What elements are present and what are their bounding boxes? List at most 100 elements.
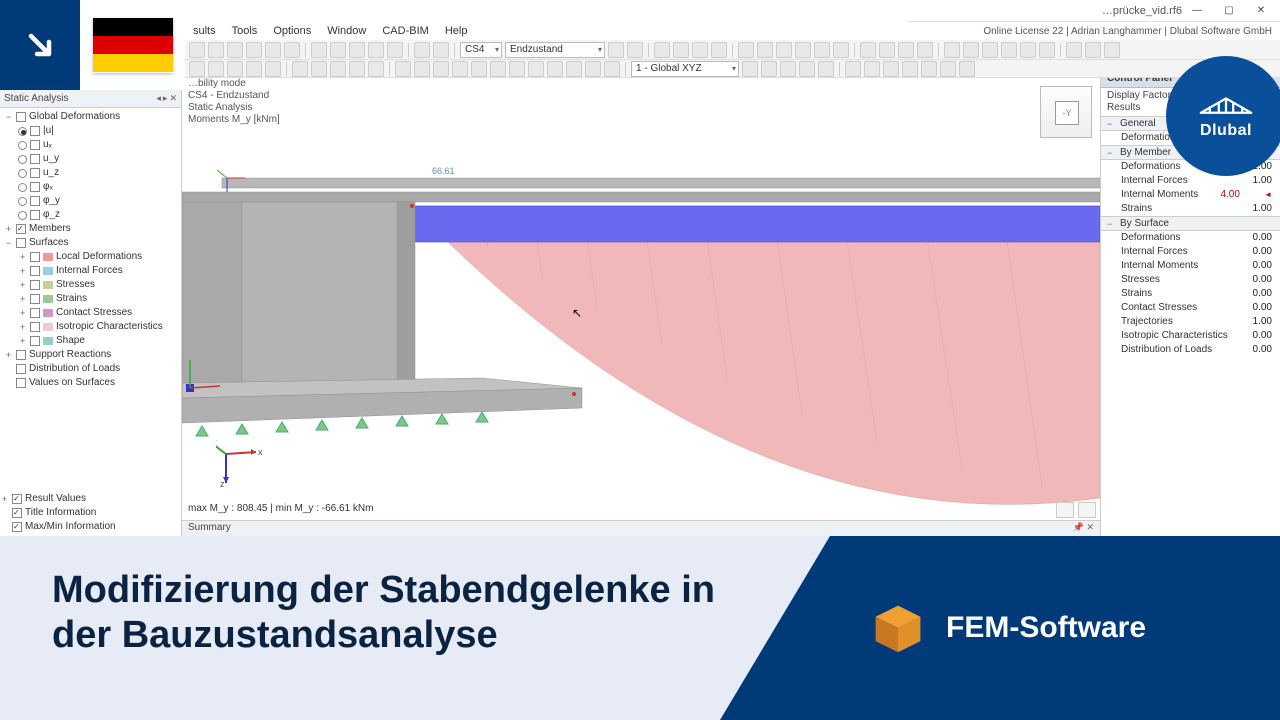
toolbar-button[interactable]	[265, 61, 281, 77]
toolbar-button[interactable]	[368, 42, 384, 58]
rp-row[interactable]: Strains1.00	[1101, 202, 1280, 216]
menu-item[interactable]: CAD-BIM	[374, 25, 436, 37]
tree-node[interactable]: +Strains	[4, 292, 179, 306]
toolbar-button[interactable]	[395, 61, 411, 77]
toolbar-button[interactable]	[349, 42, 365, 58]
toolbar-button[interactable]	[711, 42, 727, 58]
tree-node[interactable]: Title Information	[0, 506, 181, 520]
tree-radio[interactable]: |u|	[4, 124, 179, 138]
toolbar-button[interactable]	[799, 61, 815, 77]
menu-item[interactable]: sults	[185, 25, 224, 37]
toolbar-button[interactable]	[940, 61, 956, 77]
toolbar-button[interactable]	[879, 42, 895, 58]
toolbar-button[interactable]	[330, 42, 346, 58]
toolbar-button[interactable]	[311, 61, 327, 77]
tree-node[interactable]: +Stresses	[4, 278, 179, 292]
toolbar-button[interactable]	[452, 61, 468, 77]
toolbar-button[interactable]	[1066, 42, 1082, 58]
toolbar-button[interactable]	[387, 42, 403, 58]
toolbar-button[interactable]	[566, 61, 582, 77]
toolbar-button[interactable]	[883, 61, 899, 77]
tree-node[interactable]: +Local Deformations	[4, 250, 179, 264]
toolbar-button[interactable]	[528, 61, 544, 77]
tree-radio[interactable]: u_z	[4, 166, 179, 180]
rp-row[interactable]: Deformations0.00	[1101, 231, 1280, 245]
rp-row[interactable]: Contact Stresses0.00	[1101, 301, 1280, 315]
toolbar-button[interactable]	[1039, 42, 1055, 58]
tree-node-members[interactable]: +Members	[4, 222, 179, 236]
tree-radio[interactable]: φ_y	[4, 194, 179, 208]
rp-row[interactable]: Trajectories1.00	[1101, 315, 1280, 329]
toolbar-button[interactable]	[189, 42, 205, 58]
summary-tab[interactable]: Summary 📌 ✕	[182, 520, 1100, 536]
collapse-icon[interactable]: ◂	[156, 93, 161, 104]
toolbar-button[interactable]	[757, 42, 773, 58]
toolbar-button[interactable]	[547, 61, 563, 77]
rp-row[interactable]: Isotropic Characteristics0.00	[1101, 329, 1280, 343]
toolbar-button[interactable]	[246, 61, 262, 77]
toolbar-button[interactable]	[776, 42, 792, 58]
toolbar-button[interactable]	[227, 61, 243, 77]
pin-icon[interactable]: 📌 ✕	[1073, 522, 1094, 535]
menu-item[interactable]: Tools	[224, 25, 266, 37]
tree-radio[interactable]: φ_z	[4, 208, 179, 222]
toolbar-button[interactable]	[814, 42, 830, 58]
navcube-face[interactable]: -Y	[1055, 101, 1079, 125]
tree-node[interactable]: −Global Deformations	[4, 110, 179, 124]
toolbar-button[interactable]	[585, 61, 601, 77]
toolbar-button[interactable]	[917, 42, 933, 58]
pin-icon[interactable]: ▸	[163, 93, 168, 104]
combo-cs[interactable]: CS4	[460, 42, 502, 58]
toolbar-button[interactable]	[265, 42, 281, 58]
toolbar-button[interactable]	[944, 42, 960, 58]
tree-node[interactable]: +Internal Forces	[4, 264, 179, 278]
toolbar-button[interactable]	[208, 61, 224, 77]
toolbar-button[interactable]	[227, 42, 243, 58]
toolbar-button[interactable]	[673, 42, 689, 58]
toolbar-button[interactable]	[1085, 42, 1101, 58]
maximize-button[interactable]: ▢	[1214, 2, 1244, 20]
menu-item[interactable]: Options	[265, 25, 319, 37]
navcube[interactable]: -Y	[1040, 86, 1092, 138]
rp-row[interactable]: Strains0.00	[1101, 287, 1280, 301]
tree-radio[interactable]: uₓ	[4, 138, 179, 152]
minimize-button[interactable]: —	[1182, 2, 1212, 20]
tree-node[interactable]: +Shape	[4, 334, 179, 348]
toolbar-button[interactable]	[902, 61, 918, 77]
tree-node[interactable]: Distribution of Loads	[4, 362, 179, 376]
tree-node-surfaces[interactable]: −Surfaces	[4, 236, 179, 250]
viewport-3d[interactable]: 66.61 …bility mode CS4 - Endzustand Stat…	[182, 78, 1100, 536]
tree-node[interactable]: Max/Min Information	[0, 520, 181, 534]
toolbar-button[interactable]	[349, 61, 365, 77]
toolbar-button[interactable]	[208, 42, 224, 58]
toolbar-button[interactable]	[738, 42, 754, 58]
toolbar-button[interactable]	[189, 61, 205, 77]
tree-radio[interactable]: u_y	[4, 152, 179, 166]
toolbar-button[interactable]	[982, 42, 998, 58]
toolbar-button[interactable]	[959, 61, 975, 77]
toolbar-button[interactable]	[368, 61, 384, 77]
toolbar-button[interactable]	[780, 61, 796, 77]
toolbar-button[interactable]	[627, 42, 643, 58]
rp-row[interactable]: Internal Forces0.00	[1101, 245, 1280, 259]
tree-node[interactable]: +Contact Stresses	[4, 306, 179, 320]
rp-row[interactable]: Internal Moments0.00	[1101, 259, 1280, 273]
toolbar-button[interactable]	[864, 61, 880, 77]
menu-item[interactable]: Window	[319, 25, 374, 37]
toolbar-button[interactable]	[284, 42, 300, 58]
rp-row[interactable]: Internal Moments4.00	[1101, 188, 1280, 202]
toolbar-button[interactable]	[608, 42, 624, 58]
toolbar-button[interactable]	[742, 61, 758, 77]
toolbar-button[interactable]	[963, 42, 979, 58]
tool-button[interactable]	[1078, 502, 1096, 518]
rp-section-header[interactable]: −By Surface	[1101, 216, 1280, 231]
toolbar-button[interactable]	[1104, 42, 1120, 58]
tree-node[interactable]: +Support Reactions	[4, 348, 179, 362]
toolbar-button[interactable]	[921, 61, 937, 77]
tree-node[interactable]: +Result Values	[0, 492, 181, 506]
toolbar-button[interactable]	[604, 61, 620, 77]
toolbar-button[interactable]	[860, 42, 876, 58]
toolbar-button[interactable]	[1020, 42, 1036, 58]
toolbar-button[interactable]	[433, 61, 449, 77]
rp-row[interactable]: Distribution of Loads0.00	[1101, 343, 1280, 357]
